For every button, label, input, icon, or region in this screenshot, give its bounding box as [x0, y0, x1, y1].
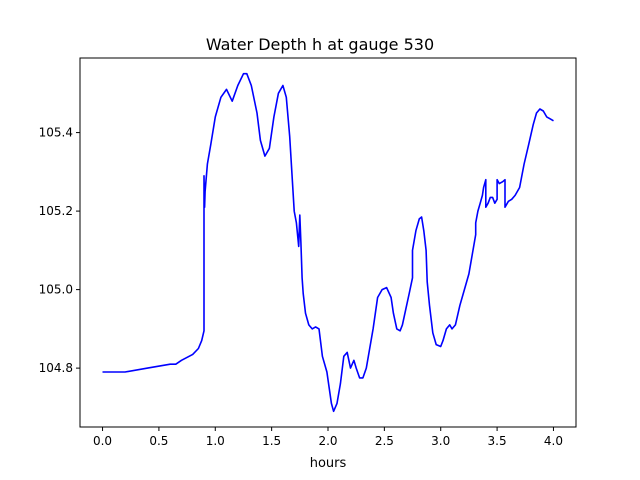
- x-tick-label: 3.0: [431, 434, 450, 448]
- chart-title: Water Depth h at gauge 530: [206, 35, 434, 54]
- y-tick-label: 105.0: [39, 283, 73, 297]
- series-line: [102, 72, 554, 413]
- x-tick-label: 4.0: [544, 434, 563, 448]
- y-axis: 104.8 105.0 105.2 105.4: [39, 126, 80, 375]
- y-tick-label: 105.4: [39, 126, 73, 140]
- x-axis: 0.0 0.5 1.0 1.5 2.0 2.5 3.0 3.5 4.0: [93, 427, 563, 448]
- x-axis-label: hours: [310, 456, 347, 471]
- series-layer: [102, 72, 554, 413]
- x-tick-label: 0.5: [149, 434, 168, 448]
- y-tick-label: 104.8: [39, 361, 73, 375]
- x-tick-label: 3.5: [488, 434, 507, 448]
- x-tick-label: 2.5: [375, 434, 394, 448]
- x-tick-label: 1.5: [262, 434, 281, 448]
- x-tick-label: 0.0: [93, 434, 112, 448]
- y-tick-label: 105.2: [39, 204, 73, 218]
- plot-frame: [79, 57, 577, 428]
- x-tick-label: 2.0: [318, 434, 337, 448]
- x-tick-label: 1.0: [206, 434, 225, 448]
